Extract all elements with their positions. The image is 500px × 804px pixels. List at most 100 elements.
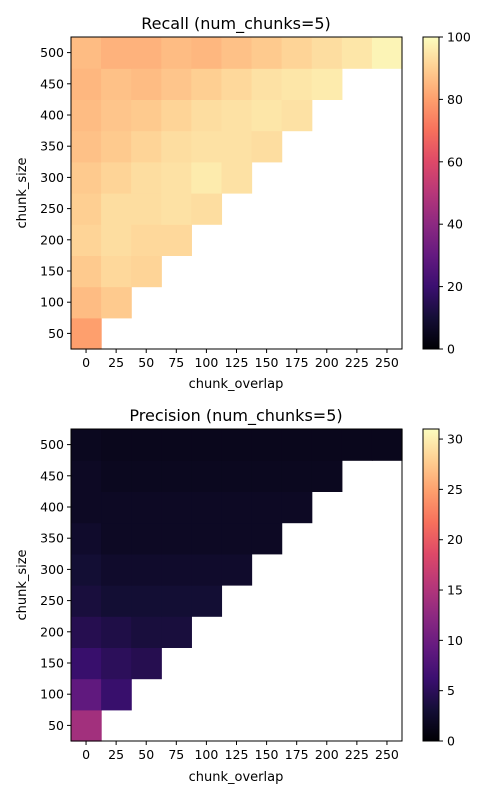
y-tick-label: 250	[40, 201, 64, 216]
y-tick-label: 250	[40, 593, 64, 608]
colorbar-tick-label: 60	[447, 154, 463, 169]
y-axis-ticks: 50 100 150 200 250 300 350 400 450 500	[40, 45, 71, 341]
heatmap-cell	[101, 193, 132, 225]
heatmap-cell	[251, 99, 283, 132]
x-axis-label: chunk_overlap	[189, 377, 284, 392]
heatmap-cell	[281, 429, 313, 461]
heatmap-cell	[131, 68, 162, 100]
heatmap-cell	[71, 553, 102, 586]
heatmap-cell	[71, 709, 102, 742]
heatmap-cell	[191, 585, 223, 617]
x-tick-label: 25	[108, 355, 124, 370]
heatmap-cell	[131, 429, 162, 461]
y-tick-label: 400	[40, 108, 64, 123]
heatmap-cell	[221, 99, 253, 132]
heatmap-cell	[191, 99, 223, 132]
colorbar-tick-label: 5	[447, 683, 455, 698]
heatmap-cell	[101, 99, 132, 132]
heatmap-cell	[101, 491, 132, 524]
heatmap-cell	[191, 37, 223, 69]
heatmap-cell	[161, 616, 192, 648]
y-tick-label: 350	[40, 531, 64, 546]
heatmap-cells	[71, 37, 403, 350]
heatmap-cell	[101, 616, 132, 648]
heatmap-cell	[71, 224, 102, 256]
heatmap-cell	[71, 647, 102, 680]
y-tick-label: 50	[48, 326, 64, 341]
heatmap-cell	[191, 522, 223, 555]
heatmap-cell	[101, 553, 132, 586]
heatmap-cell	[101, 522, 132, 555]
heatmap-cell	[131, 491, 162, 524]
heatmap-cell	[131, 522, 162, 555]
heatmap-cell	[71, 429, 102, 461]
heatmap-cell	[221, 130, 253, 163]
heatmap-cell	[101, 678, 132, 711]
heatmap-cell	[251, 491, 283, 524]
heatmap-cell	[221, 37, 253, 69]
colorbar-tick-label: 0	[447, 734, 455, 749]
heatmap-cell	[311, 37, 343, 69]
heatmap-cell	[101, 460, 132, 492]
heatmap-cell	[341, 429, 373, 461]
heatmap-cell	[71, 286, 102, 319]
y-axis-ticks: 50 100 150 200 250 300 350 400 450 500	[40, 437, 71, 733]
colorbar	[422, 36, 440, 350]
y-tick-label: 300	[40, 170, 64, 185]
heatmap-cell	[71, 193, 102, 225]
chart-title: Recall (num_chunks=5)	[141, 14, 331, 34]
x-tick-label: 175	[285, 747, 309, 762]
heatmap-cell	[221, 68, 253, 100]
y-tick-label: 500	[40, 45, 64, 60]
colorbar	[422, 428, 440, 742]
heatmap-cell	[251, 37, 283, 69]
heatmap-cell	[71, 522, 102, 555]
heatmap-cell	[131, 553, 162, 586]
heatmap-cell	[221, 161, 253, 194]
heatmap-cell	[101, 286, 132, 319]
heatmap-cell	[161, 491, 192, 524]
heatmap-cell	[161, 460, 192, 492]
colorbar-tick-label: 30	[447, 432, 463, 447]
heatmap-cell	[131, 647, 162, 680]
x-tick-label: 100	[194, 747, 218, 762]
y-tick-label: 100	[40, 295, 64, 310]
heatmap-cell	[131, 99, 162, 132]
heatmap-cell	[71, 161, 102, 194]
heatmap-cell	[131, 224, 162, 256]
x-tick-label: 200	[315, 747, 339, 762]
y-tick-label: 450	[40, 468, 64, 483]
heatmap-cell	[71, 616, 102, 648]
y-axis-label: chunk_size	[15, 549, 30, 620]
x-tick-label: 100	[194, 355, 218, 370]
y-tick-label: 50	[48, 718, 64, 733]
y-tick-label: 300	[40, 562, 64, 577]
y-tick-label: 200	[40, 232, 64, 247]
heatmap-cell	[71, 317, 102, 350]
heatmap-cell	[371, 429, 403, 461]
y-tick-label: 150	[40, 656, 64, 671]
colorbar-tick-label: 10	[447, 633, 463, 648]
heatmap-cell	[101, 647, 132, 680]
heatmap-cell	[191, 130, 223, 163]
colorbar-tick-label: 40	[447, 217, 463, 232]
heatmap-cell	[71, 99, 102, 132]
x-axis-label: chunk_overlap	[189, 770, 284, 785]
heatmap-cell	[131, 585, 162, 617]
heatmap-cell	[161, 37, 192, 69]
heatmap-cell	[101, 68, 132, 100]
colorbar-ticks: 0 5 10 15 20 25 30	[439, 432, 463, 749]
colorbar-ticks: 0 20 40 60 80 100	[439, 30, 471, 357]
x-tick-label: 25	[108, 747, 124, 762]
heatmap-cell	[281, 99, 313, 132]
heatmap-cell	[281, 491, 313, 524]
heatmap-cell	[71, 491, 102, 524]
heatmap-cell	[251, 522, 283, 555]
x-tick-label: 0	[82, 355, 90, 370]
heatmap-cell	[341, 37, 373, 69]
heatmap-cells	[71, 429, 403, 742]
heatmap-cell	[371, 37, 403, 69]
heatmap-cell	[311, 68, 343, 100]
heatmap-cell	[161, 553, 192, 586]
